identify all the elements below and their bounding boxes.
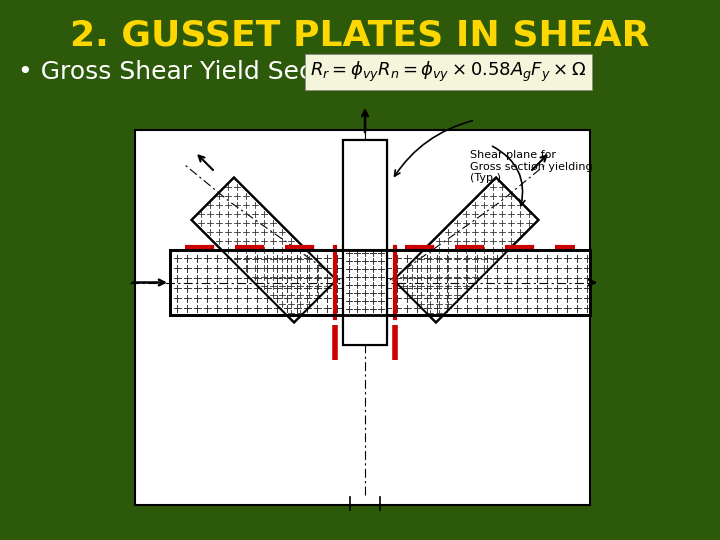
Bar xyxy=(343,140,387,345)
Polygon shape xyxy=(394,178,539,322)
Polygon shape xyxy=(192,178,336,322)
Bar xyxy=(170,250,590,315)
Text: • Gross Shear Yield Sections: • Gross Shear Yield Sections xyxy=(18,60,374,84)
Bar xyxy=(343,140,387,345)
Bar xyxy=(135,130,590,505)
Text: $R_r = \phi_{vy}R_n = \phi_{vy} \times 0.58A_gF_y \times \Omega$: $R_r = \phi_{vy}R_n = \phi_{vy} \times 0… xyxy=(310,60,586,84)
Bar xyxy=(343,140,387,345)
Text: Shear plane for
Gross section yielding
(Typ.): Shear plane for Gross section yielding (… xyxy=(470,150,593,183)
Text: 2. GUSSET PLATES IN SHEAR: 2. GUSSET PLATES IN SHEAR xyxy=(71,18,649,52)
Polygon shape xyxy=(192,178,336,322)
Bar xyxy=(170,250,590,315)
